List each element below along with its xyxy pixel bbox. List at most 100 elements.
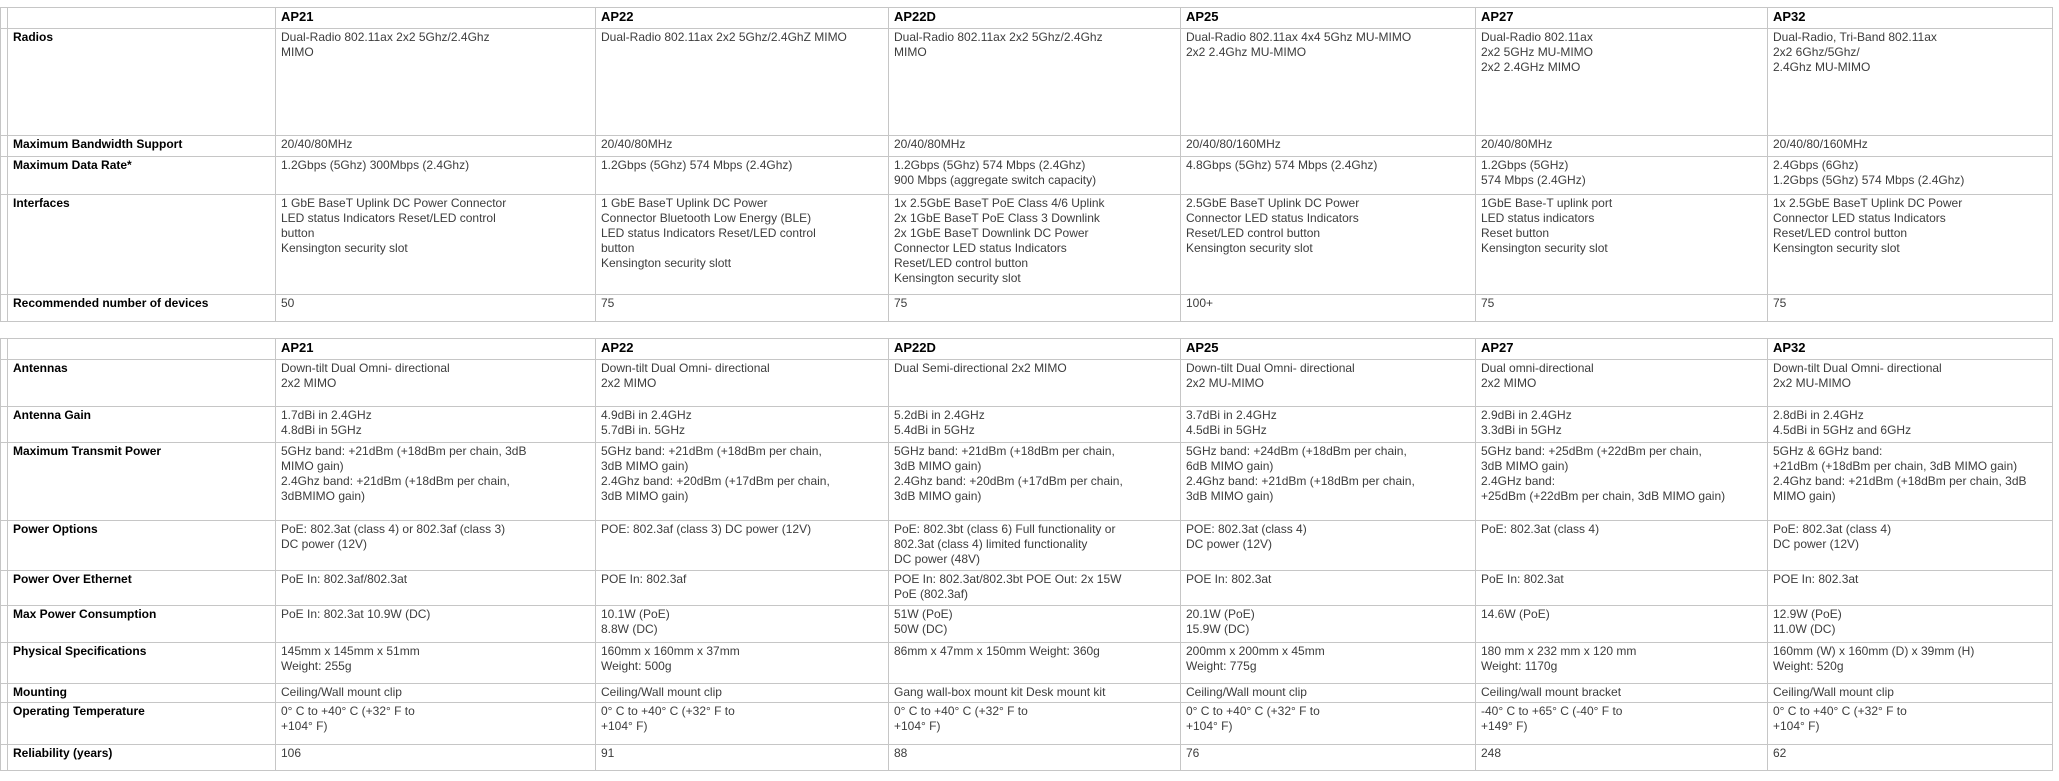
spec-cell: 75 xyxy=(1475,294,1768,322)
spec-cell: 20/40/80MHz xyxy=(275,135,596,157)
spec-cell: Dual-Radio 802.11ax 4x4 5Ghz MU-MIMO 2x2… xyxy=(1180,28,1476,136)
spec-cell: Down-tilt Dual Omni- directional 2x2 MIM… xyxy=(595,359,889,407)
gutter-cell xyxy=(0,520,8,571)
spec-cell: 20/40/80/160MHz xyxy=(1767,135,2053,157)
spec-cell: Ceiling/Wall mount clip xyxy=(595,683,889,703)
corner-cell xyxy=(7,7,276,29)
spec-cell: 1GbE Base-T uplink port LED status indic… xyxy=(1475,194,1768,295)
spec-cell: 86mm x 47mm x 150mm Weight: 360g xyxy=(888,642,1181,684)
spec-cell: 0° C to +40° C (+32° F to +104° F) xyxy=(1767,702,2053,745)
spec-cell: Dual omni-directional 2x2 MIMO xyxy=(1475,359,1768,407)
table-row: Physical Specifications 145mm x 145mm x … xyxy=(0,642,2053,684)
spec-cell: PoE In: 802.3af/802.3at xyxy=(275,570,596,606)
spec-cell: Down-tilt Dual Omni- directional 2x2 MU-… xyxy=(1180,359,1476,407)
spec-cell: 100+ xyxy=(1180,294,1476,322)
spec-cell: 75 xyxy=(595,294,889,322)
column-header-ap21: AP21 xyxy=(275,7,596,29)
spec-cell: PoE In: 802.3at xyxy=(1475,570,1768,606)
spec-cell: PoE: 802.3at (class 4) DC power (12V) xyxy=(1767,520,2053,571)
table-row: Power Over Ethernet PoE In: 802.3af/802.… xyxy=(0,570,2053,606)
table-row: Antenna Gain 1.7dBi in 2.4GHz 4.8dBi in … xyxy=(0,406,2053,443)
spec-cell: Dual-Radio 802.11ax 2x2 5Ghz/2.4Ghz MIMO xyxy=(888,28,1181,136)
spec-cell: Ceiling/Wall mount clip xyxy=(1180,683,1476,703)
row-label-max-power-consumption: Max Power Consumption xyxy=(7,605,276,643)
spec-cell: 20/40/80MHz xyxy=(1475,135,1768,157)
gutter-cell xyxy=(0,194,8,295)
column-header-ap27: AP27 xyxy=(1475,7,1768,29)
spec-cell: 20/40/80MHz xyxy=(595,135,889,157)
spec-cell: 20/40/80/160MHz xyxy=(1180,135,1476,157)
row-label-max-bandwidth: Maximum Bandwidth Support xyxy=(7,135,276,157)
spec-cell: 2.9dBi in 2.4GHz 3.3dBi in 5GHz xyxy=(1475,406,1768,443)
spec-cell: 75 xyxy=(888,294,1181,322)
spec-cell: POE: 802.3at (class 4) DC power (12V) xyxy=(1180,520,1476,571)
spec-cell: 248 xyxy=(1475,744,1768,771)
gutter-cell xyxy=(0,338,8,360)
column-header-ap22d: AP22D xyxy=(888,338,1181,360)
spec-cell: 10.1W (PoE) 8.8W (DC) xyxy=(595,605,889,643)
radio-spec-table: AP21 AP22 AP22D AP25 AP27 AP32 Radios Du… xyxy=(0,7,2053,322)
spec-cell: 5GHz band: +21dBm (+18dBm per chain, 3dB… xyxy=(595,442,889,521)
spec-cell: 2.5GbE BaseT Uplink DC Power Connector L… xyxy=(1180,194,1476,295)
table-row: Reliability (years) 106 91 88 76 248 62 xyxy=(0,744,2053,771)
spec-cell: 62 xyxy=(1767,744,2053,771)
row-label-physical-specifications: Physical Specifications xyxy=(7,642,276,684)
spec-cell: 0° C to +40° C (+32° F to +104° F) xyxy=(888,702,1181,745)
column-header-ap22: AP22 xyxy=(595,7,889,29)
table-row: Radios Dual-Radio 802.11ax 2x2 5Ghz/2.4G… xyxy=(0,28,2053,136)
gutter-cell xyxy=(0,135,8,157)
spec-cell: 4.8Gbps (5Ghz) 574 Mbps (2.4Ghz) xyxy=(1180,156,1476,195)
spec-cell: 5GHz band: +21dBm (+18dBm per chain, 3dB… xyxy=(275,442,596,521)
spec-cell: 20.1W (PoE) 15.9W (DC) xyxy=(1180,605,1476,643)
spec-cell: POE In: 802.3at xyxy=(1767,570,2053,606)
column-header-ap25: AP25 xyxy=(1180,7,1476,29)
spec-cell: 0° C to +40° C (+32° F to +104° F) xyxy=(1180,702,1476,745)
spec-cell: 1 GbE BaseT Uplink DC Power Connector LE… xyxy=(275,194,596,295)
table-row: AP21 AP22 AP22D AP25 AP27 AP32 xyxy=(0,7,2053,29)
antenna-spec-table: AP21 AP22 AP22D AP25 AP27 AP32 Antennas … xyxy=(0,338,2053,771)
table-gap xyxy=(0,322,2059,338)
column-header-ap22: AP22 xyxy=(595,338,889,360)
row-label-interfaces: Interfaces xyxy=(7,194,276,295)
spec-cell: PoE: 802.3at (class 4) or 802.3af (class… xyxy=(275,520,596,571)
spec-cell: 1.7dBi in 2.4GHz 4.8dBi in 5GHz xyxy=(275,406,596,443)
spec-cell: POE In: 802.3af xyxy=(595,570,889,606)
spec-cell: 14.6W (PoE) xyxy=(1475,605,1768,643)
spec-cell: 50 xyxy=(275,294,596,322)
table-row: Antennas Down-tilt Dual Omni- directiona… xyxy=(0,359,2053,407)
spec-cell: 4.9dBi in 2.4GHz 5.7dBi in. 5GHz xyxy=(595,406,889,443)
spec-cell: Gang wall-box mount kit Desk mount kit xyxy=(888,683,1181,703)
spec-cell: Ceiling/Wall mount clip xyxy=(1767,683,2053,703)
gutter-cell xyxy=(0,359,8,407)
spec-cell: Dual-Radio, Tri-Band 802.11ax 2x2 6Ghz/5… xyxy=(1767,28,2053,136)
table-row: Operating Temperature 0° C to +40° C (+3… xyxy=(0,702,2053,745)
gutter-cell xyxy=(0,744,8,771)
row-label-recommended-devices: Recommended number of devices xyxy=(7,294,276,322)
gutter-cell xyxy=(0,28,8,136)
row-label-radios: Radios xyxy=(7,28,276,136)
row-label-max-data-rate: Maximum Data Rate* xyxy=(7,156,276,195)
spec-cell: 2.4Gbps (6Ghz) 1.2Gbps (5Ghz) 574 Mbps (… xyxy=(1767,156,2053,195)
table-row: Max Power Consumption PoE In: 802.3at 10… xyxy=(0,605,2053,643)
row-label-max-transmit-power: Maximum Transmit Power xyxy=(7,442,276,521)
spec-cell: 0° C to +40° C (+32° F to +104° F) xyxy=(595,702,889,745)
table-row: Mounting Ceiling/Wall mount clip Ceiling… xyxy=(0,683,2053,703)
table-row: Recommended number of devices 50 75 75 1… xyxy=(0,294,2053,322)
gutter-cell xyxy=(0,605,8,643)
spec-cell: 180 mm x 232 mm x 120 mm Weight: 1170g xyxy=(1475,642,1768,684)
spec-cell: 5GHz & 6GHz band: +21dBm (+18dBm per cha… xyxy=(1767,442,2053,521)
spec-cell: 5.2dBi in 2.4GHz 5.4dBi in 5GHz xyxy=(888,406,1181,443)
spec-cell: 1.2Gbps (5Ghz) 300Mbps (2.4Ghz) xyxy=(275,156,596,195)
spec-cell: 0° C to +40° C (+32° F to +104° F) xyxy=(275,702,596,745)
table-row: Maximum Bandwidth Support 20/40/80MHz 20… xyxy=(0,135,2053,157)
spec-cell: 1x 2.5GbE BaseT PoE Class 4/6 Uplink 2x … xyxy=(888,194,1181,295)
gutter-cell xyxy=(0,156,8,195)
row-label-mounting: Mounting xyxy=(7,683,276,703)
column-header-ap22d: AP22D xyxy=(888,7,1181,29)
spec-cell: 20/40/80MHz xyxy=(888,135,1181,157)
spec-cell: 5GHz band: +25dBm (+22dBm per chain, 3dB… xyxy=(1475,442,1768,521)
spec-cell: 160mm (W) x 160mm (D) x 39mm (H) Weight:… xyxy=(1767,642,2053,684)
spec-cell: 1.2Gbps (5Ghz) 574 Mbps (2.4Ghz) 900 Mbp… xyxy=(888,156,1181,195)
spec-cell: 88 xyxy=(888,744,1181,771)
